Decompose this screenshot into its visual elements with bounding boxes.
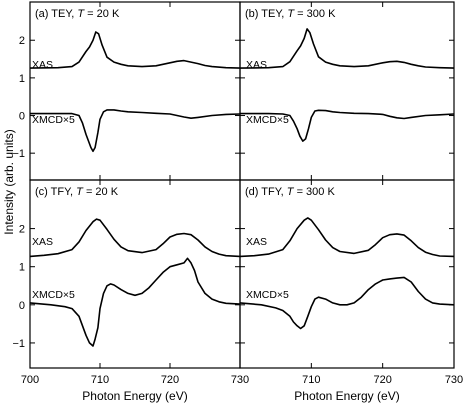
panel-title-d: (d) TFY, T = 300 K	[245, 186, 335, 198]
x-axis-title: Photon Energy (eV)	[82, 389, 187, 403]
x-tick-label: 720	[161, 374, 179, 386]
series-line-a-1	[30, 109, 241, 153]
panel-c: −1 0 1 2 700 710 720 730 (c) TFY, T = 20 K XAS XMC…	[12, 179, 249, 386]
panel-a: −1 0 1 2 (a) TEY, T = 20 K XAS XMCD×5	[12, 1, 241, 181]
y-tick-label: 1	[19, 262, 25, 274]
panel-title-c: (c) TFY, T = 20 K	[35, 186, 119, 198]
series-line-d-0	[239, 217, 455, 258]
series-label-a-1: XMCD×5	[32, 114, 75, 126]
x-tick-label: 720	[373, 374, 391, 386]
x-tick-label: 710	[302, 374, 320, 386]
series-line-c-1	[29, 257, 241, 347]
series-label-c-1: XMCD×5	[32, 289, 75, 301]
panel-b: (b) TEY, T = 300 K XAS XMCD×5	[239, 1, 455, 181]
y-tick-label: −1	[12, 148, 25, 160]
series-label-d-1: XMCD×5	[246, 289, 289, 301]
series-label-d-0: XAS	[246, 236, 267, 248]
series-line-d-1	[239, 276, 455, 330]
series-label-a-0: XAS	[32, 59, 53, 71]
y-tick-label: 1	[19, 73, 25, 85]
y-tick-label: 0	[19, 111, 25, 123]
series-line-b-0	[239, 28, 455, 69]
x-tick-label: 710	[91, 374, 109, 386]
y-tick-label: 0	[19, 300, 25, 312]
x-tick-label: 730	[445, 374, 463, 386]
x-tick-label: 730	[231, 374, 249, 386]
panel-frame-b	[239, 1, 455, 181]
series-line-c-0	[29, 218, 241, 258]
y-axis-title: Intensity (arb. units)	[2, 129, 16, 234]
x-axis-title-right: Photon Energy (eV)	[294, 389, 399, 403]
series-label-b-0: XAS	[246, 59, 267, 71]
series-label-b-1: XMCD×5	[246, 114, 289, 126]
panel-frame-a	[29, 1, 241, 181]
panel-frame-d	[239, 179, 455, 369]
series-label-c-0: XAS	[32, 236, 53, 248]
series-line-a-0	[29, 31, 241, 69]
y-tick-label: 2	[19, 224, 25, 236]
y-tick-label: 2	[19, 35, 25, 47]
panel-title-a: (a) TEY, T = 20 K	[35, 8, 120, 20]
series-line-b-1	[240, 109, 455, 142]
panel-frame-c	[29, 179, 241, 369]
panel-title-b: (b) TEY, T = 300 K	[245, 8, 336, 20]
x-tick-label: 700	[21, 374, 39, 386]
panel-d: 710 720 730 (d) TFY, T = 300 K XAS XMCD×5	[239, 179, 463, 386]
y-tick-label: −1	[12, 338, 25, 350]
